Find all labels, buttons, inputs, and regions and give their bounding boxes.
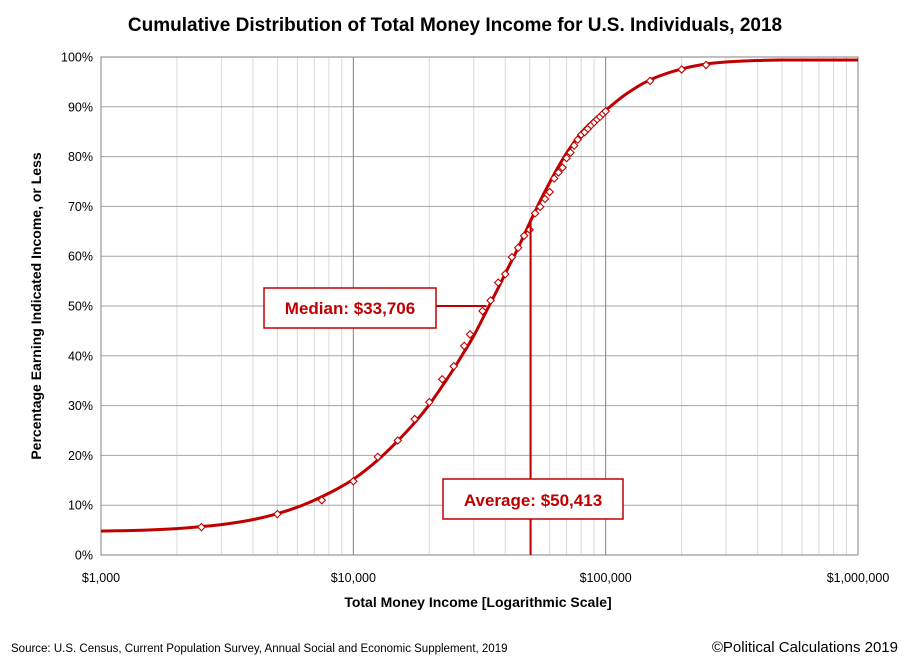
data-point-marker <box>645 76 655 86</box>
data-point-marker <box>410 414 420 424</box>
data-point-marker <box>317 495 327 505</box>
x-tick-label: $1,000 <box>82 571 120 585</box>
y-tick-label: 20% <box>68 449 93 463</box>
data-point-marker <box>519 231 529 241</box>
data-point-marker <box>478 306 487 316</box>
chart-title: Cumulative Distribution of Total Money I… <box>128 15 782 36</box>
y-tick-label: 10% <box>68 499 93 513</box>
series-line-fitted-distribution <box>100 58 858 533</box>
data-point-marker <box>449 361 459 371</box>
data-point-marker <box>566 148 575 157</box>
series-marker-layer <box>197 60 711 532</box>
data-point-marker <box>701 60 711 70</box>
x-tick-label: $1,000,000 <box>827 571 890 585</box>
data-point-marker <box>493 278 503 287</box>
data-point-marker <box>459 341 469 351</box>
data-point-marker <box>507 252 517 262</box>
copyright-note: ©Political Calculations 2019 <box>712 639 898 656</box>
data-point-marker <box>554 168 563 177</box>
data-point-marker <box>562 153 571 163</box>
average-callout-box <box>442 478 624 520</box>
data-point-marker <box>540 194 550 204</box>
y-tick-label: 100% <box>61 51 93 65</box>
data-point-marker <box>437 374 447 384</box>
y-tick-label: 90% <box>68 100 93 114</box>
data-point-marker <box>348 476 358 486</box>
y-tick-label: 30% <box>68 399 93 413</box>
y-tick-label: 70% <box>68 200 93 214</box>
annotation-layer: Median: $33,706 Average: $50,413 <box>263 221 624 555</box>
x-axis-ticks: $1,000 $10,000 $100,000 $1,000,000 <box>82 571 889 585</box>
data-point-marker <box>558 163 567 172</box>
data-point-marker <box>569 141 579 151</box>
data-point-marker <box>549 174 559 183</box>
y-tick-label: 40% <box>68 349 93 363</box>
y-tick-label: 50% <box>68 300 93 314</box>
data-point-marker <box>535 202 545 212</box>
data-point-marker <box>197 522 206 532</box>
data-point-marker <box>424 397 434 407</box>
plot-area-border <box>100 56 859 556</box>
data-point-marker <box>545 187 555 197</box>
data-point-marker <box>373 452 383 462</box>
median-callout-box <box>263 287 437 329</box>
data-point-marker <box>272 509 282 519</box>
source-note: Source: U.S. Census, Current Population … <box>11 643 508 655</box>
data-point-marker <box>601 106 611 116</box>
data-point-marker <box>486 296 495 305</box>
average-callout-label: Average: $50,413 <box>464 491 602 510</box>
series-curve-layer <box>100 58 858 533</box>
x-axis-label: Total Money Income [Logarithmic Scale] <box>344 594 611 610</box>
median-callout-label: Median: $33,706 <box>285 299 415 318</box>
x-tick-label: $100,000 <box>580 571 632 585</box>
y-tick-label: 60% <box>68 250 93 264</box>
y-tick-label: 80% <box>68 150 93 164</box>
data-point-marker <box>573 135 583 145</box>
y-axis-label: Percentage Earning Indicated Income, or … <box>28 152 44 460</box>
y-axis-ticks: 0% 10% 20% 30% 40% 50% 60% 70% 80% 90% 100% <box>61 51 93 563</box>
data-point-marker <box>530 208 540 218</box>
data-point-marker <box>500 269 510 279</box>
data-point-marker <box>513 243 523 253</box>
x-tick-label: $10,000 <box>331 571 376 585</box>
data-point-marker <box>677 65 687 74</box>
y-tick-label: 0% <box>75 549 93 563</box>
data-point-marker <box>465 330 475 339</box>
data-point-marker <box>393 436 403 445</box>
